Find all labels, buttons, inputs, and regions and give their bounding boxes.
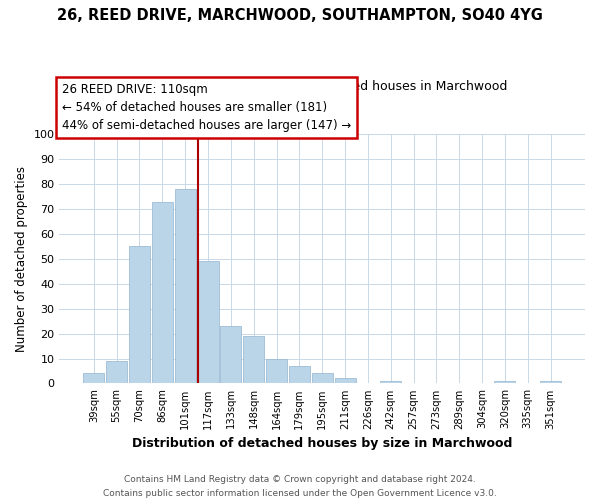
Text: 26 REED DRIVE: 110sqm
← 54% of detached houses are smaller (181)
44% of semi-det: 26 REED DRIVE: 110sqm ← 54% of detached … xyxy=(62,83,351,132)
Bar xyxy=(335,378,356,384)
Bar xyxy=(220,326,241,384)
Bar xyxy=(83,374,104,384)
Bar xyxy=(129,246,150,384)
Bar xyxy=(266,358,287,384)
Text: Contains HM Land Registry data © Crown copyright and database right 2024.
Contai: Contains HM Land Registry data © Crown c… xyxy=(103,476,497,498)
Y-axis label: Number of detached properties: Number of detached properties xyxy=(15,166,28,352)
Bar xyxy=(540,381,561,384)
Bar xyxy=(175,189,196,384)
Text: 26, REED DRIVE, MARCHWOOD, SOUTHAMPTON, SO40 4YG: 26, REED DRIVE, MARCHWOOD, SOUTHAMPTON, … xyxy=(57,8,543,22)
Bar xyxy=(243,336,264,384)
Bar xyxy=(494,381,515,384)
Bar xyxy=(312,374,333,384)
Bar xyxy=(106,361,127,384)
Bar xyxy=(197,262,218,384)
X-axis label: Distribution of detached houses by size in Marchwood: Distribution of detached houses by size … xyxy=(132,437,512,450)
Title: Size of property relative to detached houses in Marchwood: Size of property relative to detached ho… xyxy=(137,80,507,93)
Bar xyxy=(152,202,173,384)
Bar xyxy=(380,381,401,384)
Bar xyxy=(289,366,310,384)
